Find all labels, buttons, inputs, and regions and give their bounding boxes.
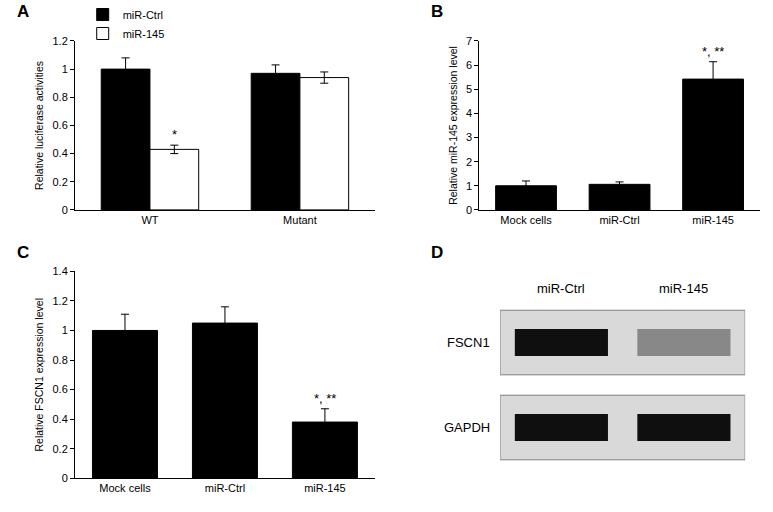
svg-text:Mock cells: Mock cells — [500, 214, 552, 226]
svg-text:miR-145: miR-145 — [659, 281, 708, 296]
svg-text:miR-Ctrl: miR-Ctrl — [205, 482, 245, 494]
svg-text:0.6: 0.6 — [52, 119, 67, 131]
svg-text:miR-145: miR-145 — [123, 28, 165, 40]
svg-text:0: 0 — [466, 204, 472, 216]
svg-text:0: 0 — [62, 204, 68, 216]
svg-text:miR-Ctrl: miR-Ctrl — [537, 281, 585, 296]
svg-text:Relative luciferase activities: Relative luciferase activities — [33, 61, 45, 190]
svg-text:3: 3 — [466, 131, 472, 143]
svg-text:miR-145: miR-145 — [692, 214, 734, 226]
svg-text:0.8: 0.8 — [52, 354, 67, 366]
svg-text:1.4: 1.4 — [52, 265, 67, 277]
svg-text:1.2: 1.2 — [52, 35, 67, 47]
svg-text:D: D — [431, 243, 443, 262]
svg-text:WT: WT — [141, 214, 158, 226]
svg-text:C: C — [17, 243, 29, 262]
svg-text:2: 2 — [466, 156, 472, 168]
svg-text:Relative FSCN1 expression leve: Relative FSCN1 expression level — [33, 298, 45, 451]
svg-text:0.2: 0.2 — [52, 443, 67, 455]
svg-text:0.4: 0.4 — [52, 147, 67, 159]
svg-text:B: B — [431, 2, 443, 21]
svg-text:4: 4 — [466, 107, 472, 119]
svg-text:1: 1 — [466, 180, 472, 192]
svg-text:0.2: 0.2 — [52, 176, 67, 188]
svg-text:0.8: 0.8 — [52, 91, 67, 103]
svg-text:1: 1 — [62, 63, 68, 75]
svg-text:1.2: 1.2 — [52, 295, 67, 307]
svg-text:7: 7 — [466, 35, 472, 47]
svg-text:GAPDH: GAPDH — [444, 420, 490, 435]
svg-text:5: 5 — [466, 83, 472, 95]
svg-text:0.4: 0.4 — [52, 413, 67, 425]
svg-text:Mutant: Mutant — [283, 214, 317, 226]
svg-text:0.6: 0.6 — [52, 383, 67, 395]
svg-text:*: * — [172, 127, 177, 142]
svg-text:miR-145: miR-145 — [304, 482, 346, 494]
svg-text:Mock cells: Mock cells — [99, 482, 151, 494]
svg-text:miR-Ctrl: miR-Ctrl — [123, 9, 163, 21]
svg-text:1: 1 — [62, 324, 68, 336]
svg-text:Relative miR-145 expression le: Relative miR-145 expression level — [447, 46, 459, 205]
svg-text:*, **: *, ** — [702, 44, 724, 59]
svg-text:miR-Ctrl: miR-Ctrl — [599, 214, 639, 226]
svg-text:6: 6 — [466, 59, 472, 71]
svg-text:FSCN1: FSCN1 — [447, 335, 490, 350]
svg-text:*, **: *, ** — [314, 391, 336, 406]
svg-text:0: 0 — [62, 472, 68, 484]
svg-text:A: A — [17, 2, 29, 21]
